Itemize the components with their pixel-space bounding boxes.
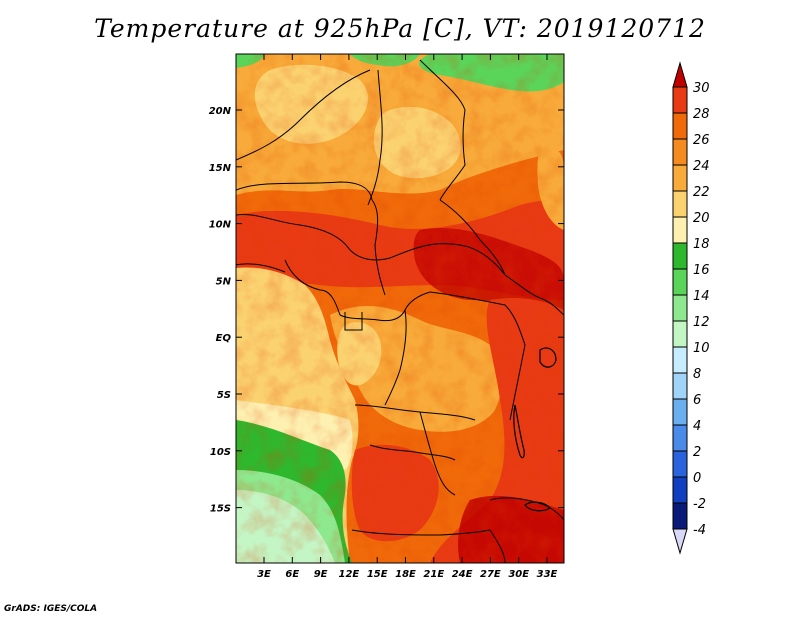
lon-tick-label: 21E [423, 569, 444, 580]
colorbar-segment [672, 164, 688, 192]
latitude-ticks: 20N 15N 10N 5N EQ 5S 10S 15S [209, 106, 564, 515]
temperature-field [236, 54, 564, 563]
colorbar-segment [672, 216, 688, 244]
colorbar-label: 8 [693, 367, 701, 382]
colorbar-segment [672, 372, 688, 400]
colorbar-label: 2 [693, 445, 701, 460]
colorbar-label: 16 [693, 263, 710, 278]
lon-tick-label: 15E [367, 569, 388, 580]
lon-tick-label: 24E [452, 569, 473, 580]
colorbar-segment [672, 398, 688, 426]
colorbar-label: 24 [693, 159, 710, 174]
colorbar-label: 28 [693, 107, 710, 122]
lat-tick-label: 20N [209, 106, 232, 117]
lat-tick-label: 10N [209, 220, 232, 231]
colorbar-segment [672, 190, 688, 218]
colorbar-segment [672, 138, 688, 166]
lat-tick-label: 5S [217, 390, 231, 401]
colorbar-segment [672, 424, 688, 452]
colorbar-label: 10 [693, 341, 710, 356]
lon-tick-label: 18E [395, 569, 416, 580]
lat-tick-label: 5N [216, 276, 232, 287]
lakes [513, 347, 557, 512]
lon-tick-label: 12E [339, 569, 360, 580]
colorbar-label: -2 [693, 497, 706, 512]
colorbar-segment [672, 86, 688, 114]
colorbar-label: 14 [693, 289, 710, 304]
colorbar-label: 4 [693, 419, 701, 434]
chart-title: Temperature at 925hPa [C], VT: 201912071… [94, 14, 706, 43]
colorbar-segment [672, 320, 688, 348]
lon-tick-label: 33E [537, 569, 558, 580]
colorbar-top-triangle [672, 61, 688, 88]
colorbar-label: 0 [693, 471, 701, 486]
lat-tick-label: 10S [210, 447, 231, 458]
colorbar-segment [672, 268, 688, 296]
colorbar-segment [672, 450, 688, 478]
colorbar-segment [672, 476, 688, 504]
lat-tick-label: 15N [209, 163, 232, 174]
colorbar-label: 30 [693, 81, 710, 96]
lon-tick-label: 3E [257, 569, 271, 580]
colorbar-segment [672, 294, 688, 322]
credit-label: GrADS: IGES/COLA [4, 604, 98, 614]
longitude-ticks: 3E 6E 9E 12E 15E 18E 21E 24E 27E 30E 33E [257, 54, 558, 580]
map-frame [235, 53, 565, 564]
colorbar-label: -4 [693, 523, 706, 538]
colorbar-segment [672, 242, 688, 270]
country-borders [236, 59, 564, 563]
colorbar-segment [672, 502, 688, 530]
colorbar-bottom-triangle [672, 528, 688, 555]
colorbar-label: 20 [693, 211, 710, 226]
lat-tick-label: 15S [210, 504, 231, 515]
colorbar-label: 18 [693, 237, 710, 252]
lon-tick-label: 9E [314, 569, 328, 580]
colorbar-label: 6 [693, 393, 701, 408]
lon-tick-label: 6E [285, 569, 299, 580]
colorbar-label: 22 [693, 185, 710, 200]
lon-tick-label: 27E [480, 569, 501, 580]
colorbar-segment [672, 346, 688, 374]
colorbar-label: 26 [693, 133, 710, 148]
colorbar-label: 12 [693, 315, 710, 330]
colorbar-segment [672, 112, 688, 140]
lon-tick-label: 30E [508, 569, 529, 580]
lat-tick-label: EQ [216, 333, 232, 344]
